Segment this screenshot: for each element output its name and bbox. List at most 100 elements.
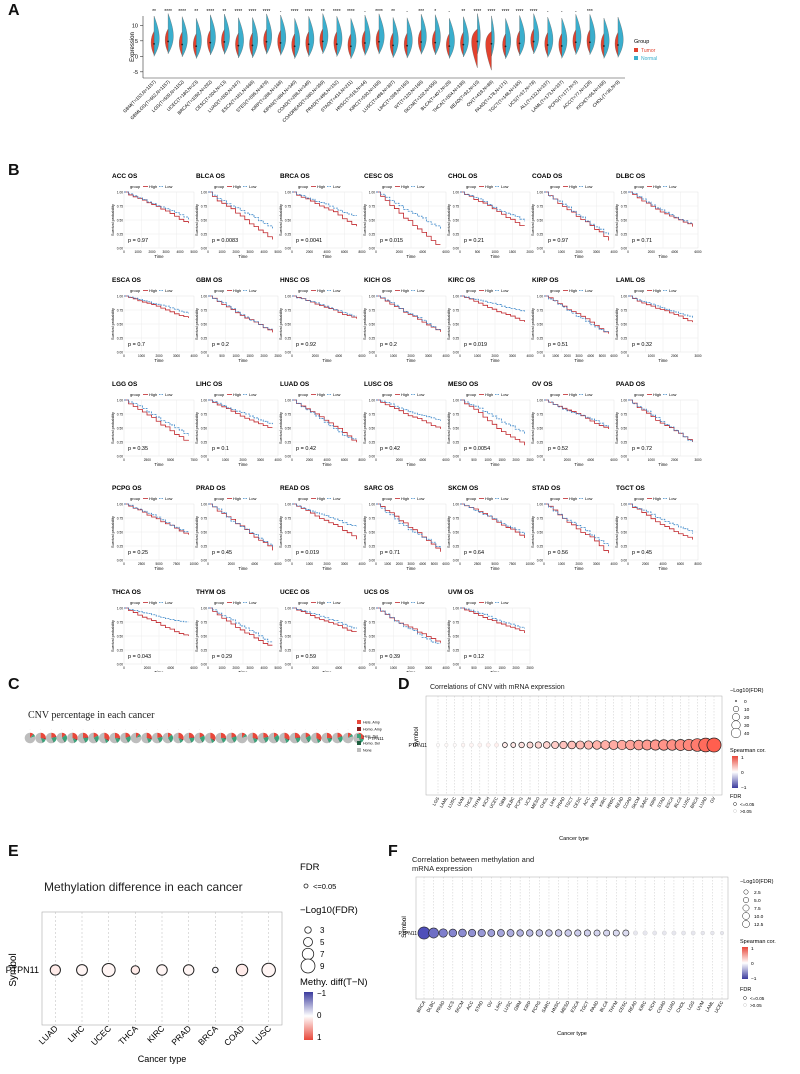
b-ytick-label: 1.00	[201, 398, 207, 402]
c-pie-slice	[51, 737, 57, 743]
b-ytick-label: 0.00	[117, 350, 123, 354]
a-violin-tumor	[375, 28, 380, 53]
b-survival-plot: THCA OS group High Low 1.00 0.75 0.50 0.25 0.00 S…	[111, 589, 198, 675]
b-legend-low: Low	[669, 288, 676, 293]
b-ytick-label: 0.75	[285, 412, 291, 416]
b-ylabel: Survival probability	[195, 516, 199, 548]
f-cancer-label: UCS	[446, 1000, 455, 1011]
b-legend-low: Low	[669, 496, 676, 501]
e-size-label: 3	[320, 926, 325, 935]
b-xlabel: Time	[658, 566, 668, 571]
f-fdr-title: FDR	[740, 987, 751, 993]
b-legend-group: group	[214, 184, 225, 189]
c-pie-slice	[252, 738, 258, 743]
c-pie-slice	[104, 738, 107, 743]
b-ylabel: Survival probability	[447, 516, 451, 548]
e-size-key	[301, 947, 315, 961]
f-dot	[622, 929, 630, 937]
b-ytick-label: 0.50	[621, 426, 627, 430]
d-dot	[436, 743, 440, 747]
b-ylabel: Survival probability	[531, 308, 535, 340]
b-survival-plot: PRAD OS group High Low 1.00 0.75 0.50 0.25 0.00 S…	[195, 485, 282, 571]
c-pie-label: ·	[167, 728, 168, 731]
f-fdr-label-sig: <=0.05	[750, 996, 765, 1001]
b-legend-group: group	[298, 184, 309, 189]
b-ytick-label: 0.25	[369, 232, 375, 236]
c-pie-label: ·	[83, 728, 84, 731]
panel-f-title-line2: mRNA expression	[412, 864, 473, 873]
c-pie-slice	[252, 732, 258, 739]
a-legend-tumor-swatch	[634, 48, 638, 52]
f-dot	[526, 929, 534, 937]
b-xtick-label: 1500	[246, 354, 253, 358]
b-xtick-label: 1000	[648, 354, 655, 358]
e-cancer-label: COAD	[222, 1023, 246, 1047]
b-km-curve	[460, 295, 525, 312]
b-ytick-label: 1.00	[537, 502, 543, 506]
b-xtick-label: 500	[219, 354, 225, 358]
d-color-label: −1	[741, 785, 747, 791]
a-median-dot	[504, 45, 507, 48]
c-pie-slice	[178, 738, 184, 743]
b-xtick-label: 3000	[162, 250, 169, 254]
c-pie-slice	[114, 738, 121, 743]
b-km-curve	[628, 399, 693, 442]
b-ylabel: Survival probability	[111, 620, 115, 652]
b-ytick-label: 0.25	[369, 440, 375, 444]
b-pvalue: p = 0.12	[464, 654, 484, 660]
b-xlabel: Time	[574, 566, 584, 571]
d-fdr-key-sig	[733, 802, 737, 806]
c-pie-slice	[300, 732, 309, 744]
a-sig-label: -	[406, 9, 408, 15]
c-pie-slice	[337, 738, 341, 743]
c-pie-slice	[236, 732, 248, 744]
b-ytick-label: 0.00	[621, 558, 627, 562]
d-dot	[502, 742, 508, 748]
c-pie-slice	[83, 738, 86, 743]
b-xtick-label: 2000	[396, 458, 403, 462]
b-legend-low: Low	[249, 600, 256, 605]
c-gene-label: PTPN11	[368, 736, 384, 741]
d-cancer-label: TGCT	[564, 796, 574, 809]
b-legend-low: Low	[333, 288, 340, 293]
d-cancer-label: UCEC	[488, 796, 499, 809]
a-violin-normal	[210, 14, 216, 56]
b-xtick-label: 3000	[694, 458, 701, 462]
b-survival-plot: LIHC OS group High Low 1.00 0.75 0.50 0.25 0.00 S…	[195, 381, 282, 467]
panel-letter-b: B	[8, 162, 20, 179]
a-violin-normal	[336, 16, 343, 58]
b-survival-plot: BLCA OS group High Low 1.00 0.75 0.50 0.25 0.00 S…	[195, 173, 282, 259]
c-pie-slice	[358, 738, 364, 743]
b-legend-group: group	[382, 496, 393, 501]
b-ytick-label: 0.25	[369, 336, 375, 340]
b-ylabel: Survival probability	[279, 412, 283, 444]
a-median-dot	[518, 42, 521, 45]
c-pie-label: ·	[51, 728, 52, 731]
b-legend-high: High	[569, 184, 577, 189]
a-category-label: CHOL(T=36,N=9)	[591, 79, 621, 109]
f-dot	[545, 929, 553, 937]
c-pie-label: ·	[189, 728, 190, 731]
b-xlabel: Time	[154, 358, 164, 363]
d-cancer-label: UVM	[456, 796, 465, 807]
f-cancer-label: GBM	[513, 1000, 523, 1012]
b-km-curve	[628, 191, 693, 224]
b-legend-high: High	[401, 600, 409, 605]
b-xtick-label: 1000	[648, 458, 655, 462]
d-dot	[706, 737, 722, 753]
b-xlabel: Time	[406, 566, 416, 571]
f-fdr-key-sig	[743, 996, 747, 1000]
b-ylabel: Survival probability	[279, 516, 283, 548]
c-pie-slice	[337, 732, 343, 738]
c-pie-label: ·	[199, 728, 200, 731]
d-cancer-label: PCPG	[513, 796, 524, 810]
a-median-dot	[406, 44, 408, 47]
a-violin-tumor	[249, 32, 253, 57]
f-cancer-label: LUSC	[502, 999, 513, 1013]
b-km-curve	[208, 191, 273, 229]
c-pie-label: ·	[273, 728, 274, 731]
d-cancer-label: CESC	[572, 796, 582, 809]
b-xtick-label: 0	[543, 458, 545, 462]
b-km-curve	[292, 399, 357, 440]
b-legend-high: High	[149, 496, 157, 501]
